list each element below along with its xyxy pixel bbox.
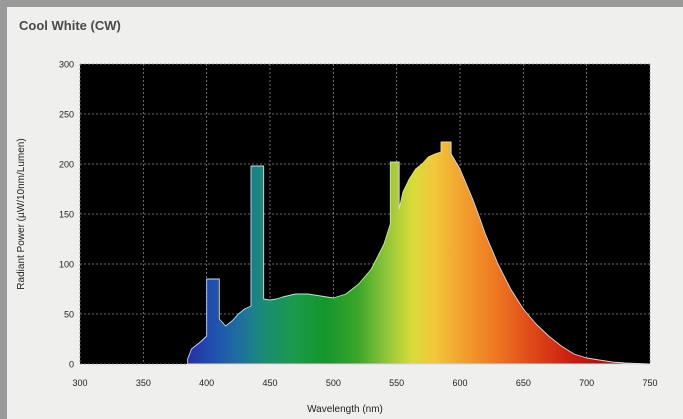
y-tick-label: 250 (59, 110, 74, 120)
y-axis-label: Radiant Power (µW/10nm/Lumen) (16, 138, 27, 289)
y-tick-label: 0 (69, 360, 74, 370)
y-tick-label: 150 (59, 210, 74, 220)
x-tick-label: 650 (516, 378, 531, 388)
y-tick-label: 50 (64, 310, 74, 320)
y-tick-label: 100 (59, 260, 74, 270)
series-layer (187, 141, 651, 365)
x-tick-label: 500 (326, 378, 341, 388)
spectrum-area (187, 141, 651, 365)
y-tick-labels: 0 50 100 150 200 250 300 (59, 60, 74, 370)
x-tick-label: 350 (136, 378, 151, 388)
x-tick-label: 750 (642, 378, 657, 388)
x-tick-label: 550 (389, 378, 404, 388)
x-tick-label: 600 (452, 378, 467, 388)
chart-title: Cool White (CW) (19, 18, 121, 33)
x-tick-label: 450 (262, 378, 277, 388)
x-tick-label: 300 (72, 378, 87, 388)
y-tick-label: 300 (59, 60, 74, 70)
x-axis-label: Wavelength (nm) (307, 404, 383, 415)
x-tick-label: 400 (199, 378, 214, 388)
x-tick-labels: 300 350 400 450 500 550 600 650 700 750 (72, 378, 657, 388)
x-tick-label: 700 (579, 378, 594, 388)
y-tick-label: 200 (59, 160, 74, 170)
